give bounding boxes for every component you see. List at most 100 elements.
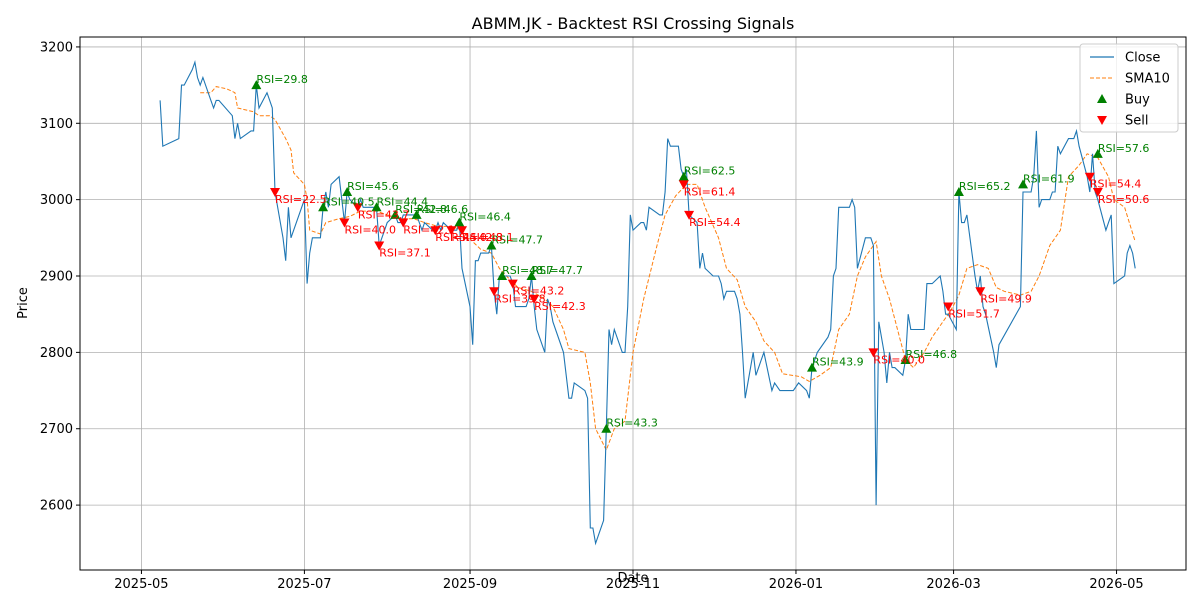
x-tick-label: 2025-11 (606, 577, 660, 592)
sell-rsi-label: RSI=54.4 (689, 216, 741, 229)
x-tick-label: 2026-05 (1089, 577, 1143, 592)
buy-marker (371, 202, 382, 212)
x-tick-label: 2025-05 (114, 577, 168, 592)
sell-marker (398, 218, 409, 228)
sell-marker (446, 226, 457, 236)
buy-rsi-label: RSI=44.4 (377, 195, 429, 208)
sell-marker (430, 226, 441, 236)
sell-marker (352, 203, 363, 213)
buy-rsi-label: RSI=47.7 (531, 264, 583, 277)
x-axis-label: Date (617, 571, 648, 586)
y-tick-label: 3200 (40, 40, 73, 55)
plot-series (159, 60, 1136, 546)
sell-rsi-label: RSI=49.9 (980, 292, 1032, 305)
signal-markers (251, 80, 1103, 433)
y-axis-ticks: 2600 2700 2800 2900 3000 3100 3200 (40, 40, 80, 514)
legend-box (1079, 43, 1179, 133)
signal-annotations: RSI=29.8RSI=40.5RSI=45.6RSI=44.4RSI=42.8… (256, 73, 1149, 430)
x-tick-label: 2026-03 (926, 577, 980, 592)
buy-rsi-label: RSI=61.9 (1023, 172, 1075, 185)
sell-rsi-label: RSI=42.8 (451, 231, 503, 244)
close-price-line (159, 60, 1136, 546)
sell-marker (1084, 172, 1095, 182)
sell-rsi-label: RSI=39.8 (494, 292, 546, 305)
sell-rsi-label: RSI=44.0 (435, 231, 487, 244)
sell-rsi-label: RSI=54.4 (1090, 178, 1142, 191)
x-axis-ticks: 2025-05 2025-07 2025-09 2025-11 2026-01 2026-… (114, 570, 1144, 592)
buy-marker (342, 187, 353, 197)
buy-rsi-label: RSI=46.4 (459, 211, 511, 224)
sell-marker (975, 287, 986, 297)
buy-marker (390, 209, 401, 219)
legend-label-buy: Buy (1125, 93, 1150, 108)
buy-rsi-label: RSI=46.8 (905, 348, 957, 361)
sell-rsi-label: RSI=61.4 (684, 185, 736, 198)
buy-rsi-label: RSI=48.7 (502, 264, 554, 277)
buy-rsi-label: RSI=42.8 (395, 203, 447, 216)
chart-title: ABMM.JK - Backtest RSI Crossing Signals (472, 14, 795, 33)
sell-rsi-label: RSI=43.2 (513, 285, 565, 298)
sell-marker (1092, 188, 1103, 198)
sell-rsi-label: RSI=43.1 (462, 231, 514, 244)
buy-marker (526, 271, 537, 281)
sell-rsi-label: RSI=37.1 (379, 246, 431, 259)
buy-rsi-label: RSI=43.9 (812, 356, 864, 369)
y-tick-label: 2900 (40, 270, 73, 285)
sell-marker (374, 241, 385, 251)
buy-rsi-label: RSI=47.7 (491, 233, 543, 246)
sell-rsi-label: RSI=40.0 (344, 224, 396, 237)
legend: Close SMA10 Buy Sell (1079, 43, 1179, 133)
sell-marker (270, 188, 281, 198)
buy-marker (601, 423, 612, 433)
sell-rsi-label: RSI=42.3 (534, 300, 586, 313)
sell-rsi-label: RSI=42.1 (403, 224, 455, 237)
sell-rsi-label: RSI=40.0 (873, 353, 925, 366)
buy-marker (806, 362, 817, 372)
buy-marker (1018, 179, 1029, 189)
buy-marker (497, 271, 508, 281)
legend-buy-swatch (1097, 94, 1107, 103)
y-axis-label: Price (16, 287, 31, 319)
sell-marker (339, 218, 350, 228)
buy-marker (1092, 148, 1103, 158)
sell-marker (489, 287, 500, 297)
buy-rsi-label: RSI=46.6 (417, 203, 469, 216)
buy-marker (411, 209, 422, 219)
sell-marker (678, 180, 689, 190)
buy-marker (900, 355, 911, 365)
x-tick-label: 2026-01 (769, 577, 823, 592)
buy-rsi-label: RSI=29.8 (256, 73, 308, 86)
legend-label-close: Close (1125, 51, 1160, 66)
y-tick-label: 3000 (40, 193, 73, 208)
sma10-line (200, 86, 1136, 452)
buy-rsi-label: RSI=45.6 (347, 180, 399, 193)
y-tick-label: 2600 (40, 499, 73, 514)
sell-marker (457, 226, 468, 236)
y-tick-label: 2700 (40, 422, 73, 437)
buy-rsi-label: RSI=65.2 (959, 180, 1011, 193)
legend-label-sma: SMA10 (1125, 72, 1170, 87)
y-tick-label: 3100 (40, 117, 73, 132)
sell-marker (868, 348, 879, 358)
buy-marker (454, 217, 465, 227)
buy-rsi-label: RSI=40.5 (323, 195, 375, 208)
buy-marker (678, 171, 689, 181)
sell-marker (507, 279, 518, 289)
buy-rsi-label: RSI=57.6 (1098, 142, 1150, 155)
buy-marker (953, 187, 964, 197)
y-tick-label: 2800 (40, 346, 73, 361)
sell-marker (684, 210, 695, 220)
buy-marker (486, 240, 497, 250)
buy-rsi-label: RSI=62.5 (684, 165, 736, 178)
buy-rsi-label: RSI=43.3 (606, 417, 658, 430)
buy-marker (318, 202, 329, 212)
sell-rsi-label: RSI=51.7 (948, 308, 1000, 321)
buy-marker (251, 80, 262, 90)
sell-marker (943, 302, 954, 312)
sell-rsi-label: RSI=22.5 (275, 193, 327, 206)
legend-sell-swatch (1097, 116, 1107, 125)
sell-marker (529, 294, 540, 304)
sell-rsi-label: RSI=43.7 (358, 208, 410, 221)
